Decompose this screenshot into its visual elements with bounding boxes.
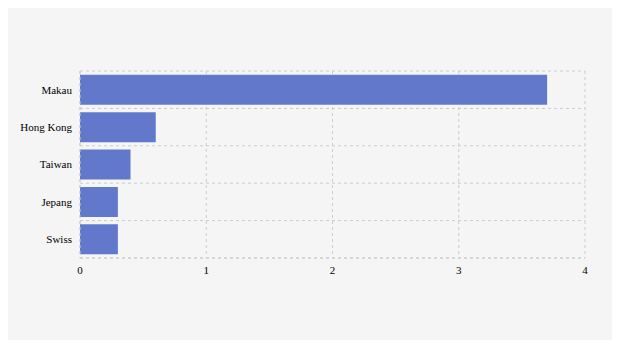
svg-text:Hong Kong: Hong Kong <box>20 121 72 133</box>
svg-text:Taiwan: Taiwan <box>40 158 73 170</box>
svg-text:2: 2 <box>330 264 336 276</box>
svg-text:0: 0 <box>77 264 83 276</box>
svg-text:Makau: Makau <box>41 84 72 96</box>
svg-text:Jepang: Jepang <box>41 196 72 208</box>
svg-text:Swiss: Swiss <box>46 233 72 245</box>
svg-text:3: 3 <box>456 264 462 276</box>
svg-text:1: 1 <box>204 264 210 276</box>
svg-text:4: 4 <box>582 264 588 276</box>
